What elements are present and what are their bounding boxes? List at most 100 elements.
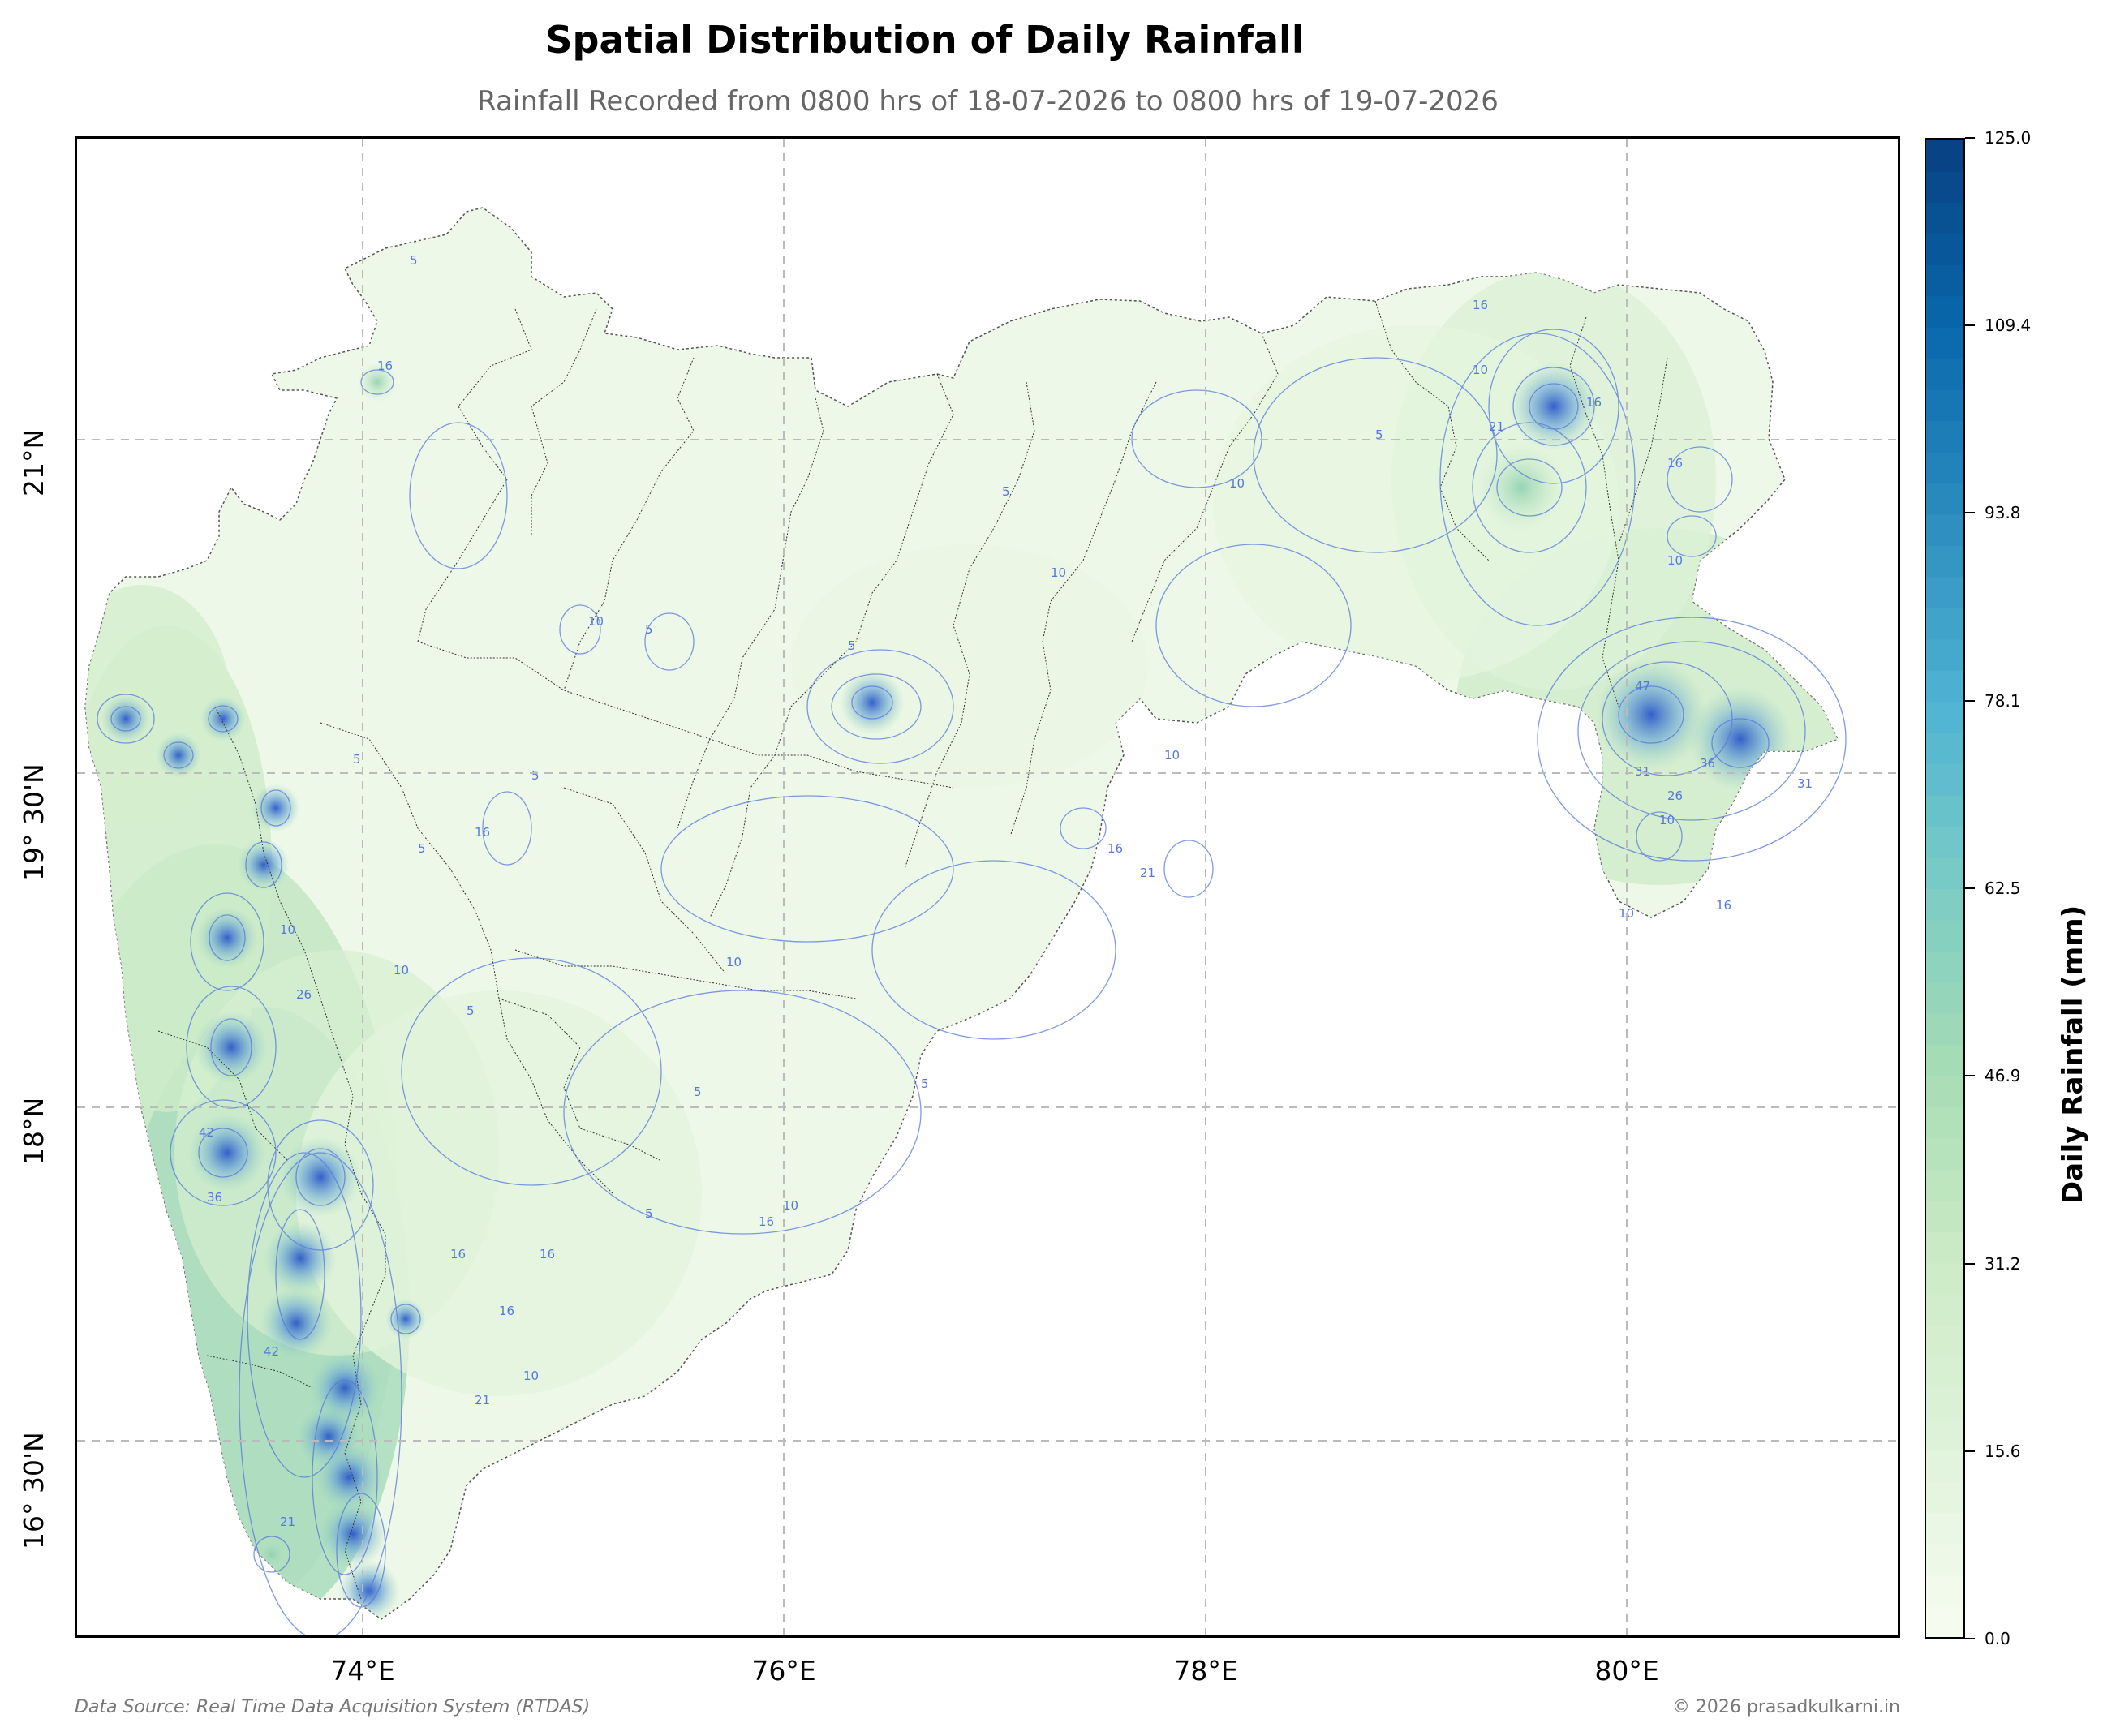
colorbar-step [1926,264,1963,297]
map-title: Spatial Distribution of Daily Rainfall [545,18,1305,62]
rainfall-contours [97,329,1847,1635]
contour-label: 10 [280,922,295,937]
colorbar-step [1926,483,1963,515]
contour-label: 16 [1473,298,1488,312]
copyright-note: © 2026 prasadkulkarni.in [1671,1697,1900,1717]
colorbar-step [1926,513,1963,546]
contour-label: 42 [264,1344,279,1359]
contour-label: 21 [1140,866,1155,880]
contour-label: 5 [848,638,856,653]
colorbar-step [1926,1450,1963,1482]
contour-label: 5 [531,768,540,783]
colorbar-step [1926,1293,1963,1326]
contour-label: 16 [1716,898,1731,913]
lat-tick-label: 21°N [18,428,49,496]
contour-label: 5 [418,841,426,856]
colorbar-step [1926,857,1963,889]
colorbar-title: Daily Rainfall (mm) [2057,905,2089,1205]
colorbar-step [1926,1169,1963,1201]
colorbar-step [1926,888,1963,921]
colorbar-tick [1965,700,1975,703]
rainfall-map[interactable]: 5 16 5 10 5 10 5 10 5 10 16 21 16 16 10 … [77,139,1898,1635]
contour-label: 21 [280,1515,295,1529]
colorbar-step [1926,982,1963,1014]
contour-label: 16 [450,1247,466,1261]
contour-label: 5 [467,1003,475,1018]
colorbar-step [1926,295,1963,328]
colorbar-tick-label: 78.1 [1985,691,2021,711]
colorbar-tick-label: 93.8 [1985,502,2021,522]
contour-label: 21 [1489,419,1504,434]
lon-tick-label: 76°E [751,1655,816,1687]
contour-label: 10 [1659,813,1675,827]
contour-label: 10 [1473,363,1488,377]
lat-tick-label: 16° 30'N [18,1432,49,1549]
colorbar-step [1926,1262,1963,1295]
contour-label: 5 [921,1076,929,1091]
colorbar-tick [1965,1638,1975,1639]
colorbar-step [1926,1012,1963,1046]
contour-label: 31 [1797,776,1813,791]
lon-tick-label: 78°E [1173,1655,1238,1687]
colorbar-tick-label: 62.5 [1985,879,2021,898]
colorbar-step [1926,1356,1963,1389]
contour-label: 5 [353,752,361,767]
graticule [77,139,1898,1635]
contour-label: 10 [523,1369,539,1383]
contour-label: 47 [1635,679,1650,694]
colorbar-step [1926,140,1963,172]
contour-label: 26 [1667,789,1683,803]
contour-label: 21 [475,1393,490,1407]
contour-label: 5 [645,622,653,637]
colorbar-step [1926,1543,1963,1576]
map-subtitle: Rainfall Recorded from 0800 hrs of 18-07… [477,85,1499,118]
colorbar-tick [1965,1074,1975,1076]
contour-label: 16 [475,825,490,840]
lon-tick-label: 80°E [1594,1655,1659,1687]
colorbar-tick [1965,511,1975,513]
colorbar-step [1926,669,1963,703]
contour-label: 36 [1700,756,1715,771]
contour-label: 5 [1002,484,1010,499]
contour-label: 10 [1051,565,1066,580]
colorbar-step [1926,1106,1963,1139]
colorbar [1925,138,1965,1639]
lat-tick-label: 19° 30'N [18,763,49,881]
colorbar-step [1926,326,1963,359]
colorbar-tick-label: 15.6 [1985,1442,2021,1462]
colorbar-step [1926,607,1963,640]
contour-label: 10 [1229,476,1245,491]
contour-label: 16 [1586,395,1602,410]
colorbar-step [1926,170,1963,203]
colorbar-step [1926,732,1963,765]
map-frame[interactable]: 5 16 5 10 5 10 5 10 5 10 16 21 16 16 10 … [75,136,1900,1638]
colorbar-tick-label: 31.2 [1985,1254,2021,1274]
colorbar-step [1926,1480,1963,1514]
colorbar-tick [1965,324,1975,326]
colorbar-step [1926,389,1963,422]
colorbar-step [1926,919,1963,952]
contour-label: 5 [645,1206,653,1221]
colorbar-step [1926,1575,1963,1607]
contour-label: 16 [1107,841,1123,856]
colorbar-step [1926,544,1963,578]
contour-label: 16 [540,1247,555,1261]
contour-label: 5 [1375,428,1383,442]
colorbar-step [1926,701,1963,733]
contour-label: 16 [1667,456,1683,471]
colorbar-step [1926,358,1963,390]
contour-label: 5 [410,253,418,268]
colorbar-tick [1965,887,1975,889]
contour-label: 10 [726,955,742,969]
colorbar-step [1926,1075,1963,1108]
colorbar-tick-label: 0.0 [1985,1629,2011,1648]
colorbar-step [1926,1512,1963,1545]
lon-tick-label: 74°E [330,1655,395,1687]
contour-value-labels: 5 16 5 10 5 10 5 10 5 10 16 21 16 16 10 … [199,253,1813,1529]
contour-label: 26 [296,987,312,1002]
data-source-note: Data Source: Real Time Data Acquisition … [75,1697,591,1717]
colorbar-tick [1965,1450,1975,1453]
colorbar-step [1926,201,1963,234]
contour-label: 10 [1164,748,1180,763]
colorbar-step [1926,1605,1963,1637]
